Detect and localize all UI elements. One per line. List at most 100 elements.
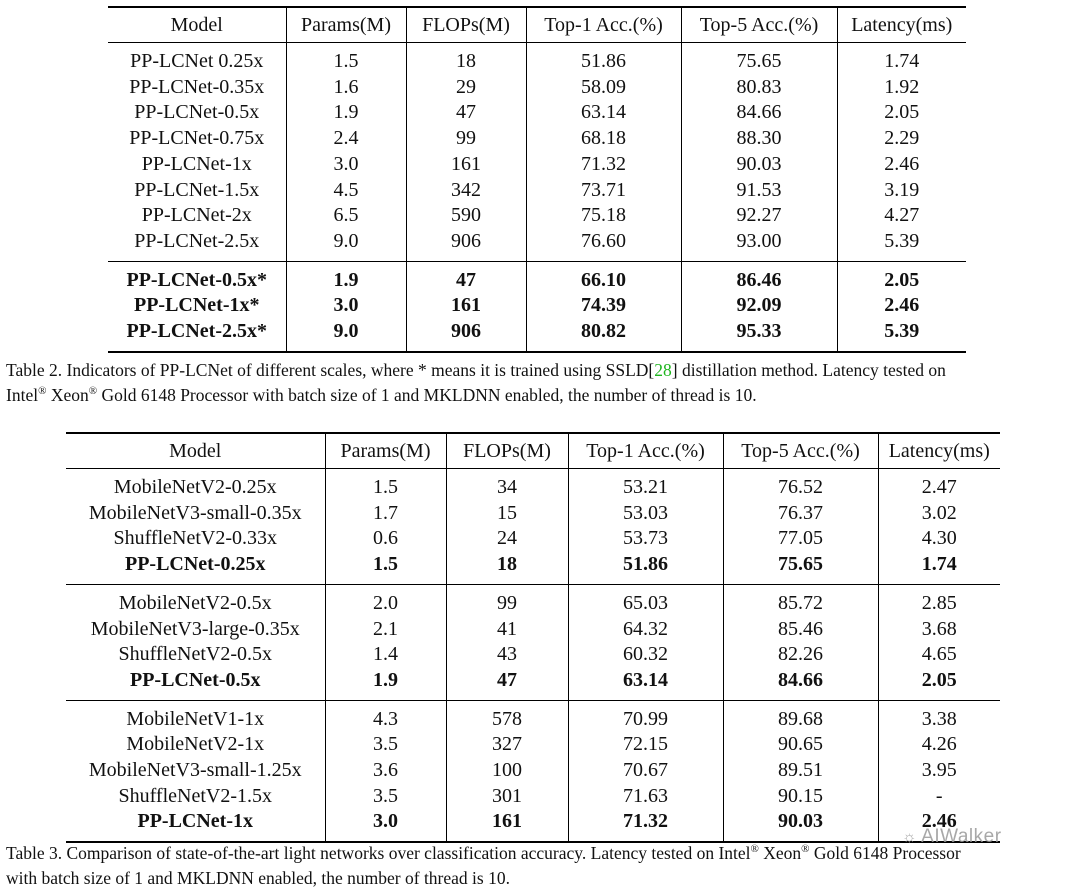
column-header: Top-1 Acc.(%)	[525, 7, 681, 43]
watermark-text: AIWalker	[921, 826, 1002, 847]
table-row: PP-LCNet-0.75x 2.4 99 68.18 88.30 2.29	[108, 126, 966, 152]
caption-text: Xeon	[46, 385, 89, 405]
table-cell: 75.65	[680, 42, 837, 75]
model-name-cell: PP-LCNet-2x	[141, 204, 252, 227]
table-cell: 6.5	[285, 203, 406, 229]
table-row: MobileNetV2-1x 3.5 327 72.15 90.65 4.26	[66, 732, 1000, 759]
table-cell: 15	[445, 500, 568, 527]
table-cell: 85.72	[722, 584, 878, 617]
table-cell: 99	[445, 584, 568, 617]
table-row: PP-LCNet-0.25x 1.5 18 51.86 75.65 1.74	[66, 552, 1000, 585]
table-cell: 2.0	[324, 584, 446, 617]
table-cell: 99	[405, 126, 526, 152]
column-header: Top-5 Acc.(%)	[722, 433, 878, 469]
model-name-cell: PP-LCNet-1.5x	[134, 178, 260, 201]
table-cell: 80.83	[680, 74, 837, 101]
model-name-cell: ShuffleNetV2-0.5x	[118, 643, 273, 666]
table-cell: 1.7	[324, 500, 446, 527]
table-cell: 4.3	[324, 700, 446, 733]
table-cell: 41	[445, 616, 568, 643]
table-row: MobileNetV2-0.5x 2.0 99 65.03 85.72 2.85	[66, 584, 1000, 617]
table-cell: 90.03	[722, 809, 878, 843]
table-cell: 578	[445, 700, 568, 733]
table-cell: 91.53	[680, 177, 837, 204]
table-cell: 63.14	[567, 667, 723, 701]
column-header: Top-5 Acc.(%)	[680, 7, 837, 43]
table-cell: 3.5	[324, 783, 446, 810]
citation-link[interactable]: 28	[654, 360, 672, 380]
table-cell: 64.32	[567, 616, 723, 643]
caption-text: ] distillation method. Latency tested on	[671, 360, 946, 380]
table-cell: 327	[445, 732, 568, 759]
table-row: PP-LCNet-1.5x 4.5 342 73.71 91.53 3.19	[108, 177, 966, 204]
table-cell: 80.82	[525, 319, 681, 352]
table-cell: 342	[405, 177, 526, 204]
table-cell: 3.0	[285, 293, 406, 320]
table-cell: 88.30	[680, 126, 837, 152]
table-cell: 1.74	[836, 42, 966, 75]
caption-text: Intel	[6, 385, 39, 405]
table-row: PP-LCNet-0.5x 1.9 47 63.14 84.66 2.05	[66, 667, 1000, 701]
model-name-cell: PP-LCNet 0.25x	[130, 50, 264, 72]
table-row: MobileNetV2-0.25x 1.5 34 53.21 76.52 2.47	[66, 468, 1000, 501]
column-header: Model	[170, 14, 223, 36]
model-name-cell: MobileNetV3-small-1.25x	[88, 759, 302, 782]
table-cell: 84.66	[680, 100, 837, 127]
table-cell: 9.0	[285, 228, 406, 262]
table-cell: 1.9	[285, 100, 406, 127]
table-cell: 301	[445, 783, 568, 810]
table-cell: 4.26	[877, 732, 1000, 759]
column-header: Top-1 Acc.(%)	[567, 433, 723, 469]
table-header: Model Params(M) FLOPs(M) Top-1 Acc.(%) Top-5…	[66, 433, 1000, 469]
model-name-cell: MobileNetV2-0.25x	[113, 476, 277, 498]
table-cell: 4.5	[285, 177, 406, 204]
table-cell: 3.19	[836, 177, 966, 204]
table-cell: 63.14	[525, 100, 681, 127]
caption-line-1: Table 3. Comparison of state-of-the-art …	[6, 841, 961, 866]
table-cell: 34	[445, 468, 568, 501]
table-cell: 71.32	[567, 809, 723, 843]
table-row: PP-LCNet 0.25x 1.5 18 51.86 75.65 1.74	[108, 42, 966, 75]
model-name-cell: PP-LCNet-0.75x	[129, 127, 265, 150]
table-cell: 76.60	[525, 228, 681, 262]
table-cell: 77.05	[722, 526, 878, 553]
table-cell: 3.38	[877, 700, 1000, 733]
table-cell: 3.5	[324, 732, 446, 759]
table-cell: 5.39	[836, 319, 966, 352]
table-row: PP-LCNet-2.5x 9.0 906 76.60 93.00 5.39	[108, 228, 966, 262]
table-cell: 3.02	[877, 500, 1000, 527]
table-cell: 2.05	[836, 100, 966, 127]
table-cell: 29	[405, 74, 526, 101]
table-2-caption: Table 2. Indicators of PP-LCNet of diffe…	[6, 358, 946, 408]
table-cell: 24	[445, 526, 568, 553]
table-cell: 1.74	[877, 552, 1000, 585]
table-cell: 47	[445, 667, 568, 701]
model-name-cell: MobileNetV1-1x	[126, 707, 265, 730]
table-cell: 60.32	[567, 642, 723, 668]
model-name-cell: PP-LCNet-0.5x	[134, 101, 260, 124]
table-cell: 2.29	[836, 126, 966, 152]
table-cell: 1.5	[324, 468, 446, 501]
table-cell: 906	[405, 319, 526, 352]
column-header: FLOPs(M)	[445, 433, 568, 469]
table-cell: 2.85	[877, 584, 1000, 617]
table-cell: 100	[445, 758, 568, 784]
row-group: MobileNetV2-0.5x 2.0 99 65.03 85.72 2.85 Mobil…	[66, 584, 1000, 701]
row-group: PP-LCNet-0.5x* 1.9 47 66.10 86.46 2.05 PP-LCNe…	[108, 261, 966, 352]
table-cell: 92.27	[680, 203, 837, 229]
registered-mark: ®	[801, 843, 810, 856]
model-name-cell: MobileNetV2-0.5x	[118, 591, 272, 614]
row-group: MobileNetV1-1x 4.3 578 70.99 89.68 3.38 Mobile…	[66, 700, 1000, 843]
table-cell: 2.05	[877, 667, 1000, 701]
table-cell: 86.46	[680, 261, 837, 294]
model-name-cell: PP-LCNet-0.35x	[129, 75, 265, 98]
table-cell: 84.66	[722, 667, 878, 701]
table-cell: 85.46	[722, 616, 878, 643]
caption-text: Table 2. Indicators of PP-LCNet of diffe…	[6, 360, 655, 380]
table-cell: 0.6	[324, 526, 446, 553]
table-cell: 73.71	[525, 177, 681, 204]
table-cell: 3.0	[324, 809, 446, 843]
table-cell: 3.68	[877, 616, 1000, 643]
caption-text: Table 3. Comparison of state-of-the-art …	[6, 843, 751, 863]
caption-text: Gold 6148 Processor	[809, 843, 961, 863]
